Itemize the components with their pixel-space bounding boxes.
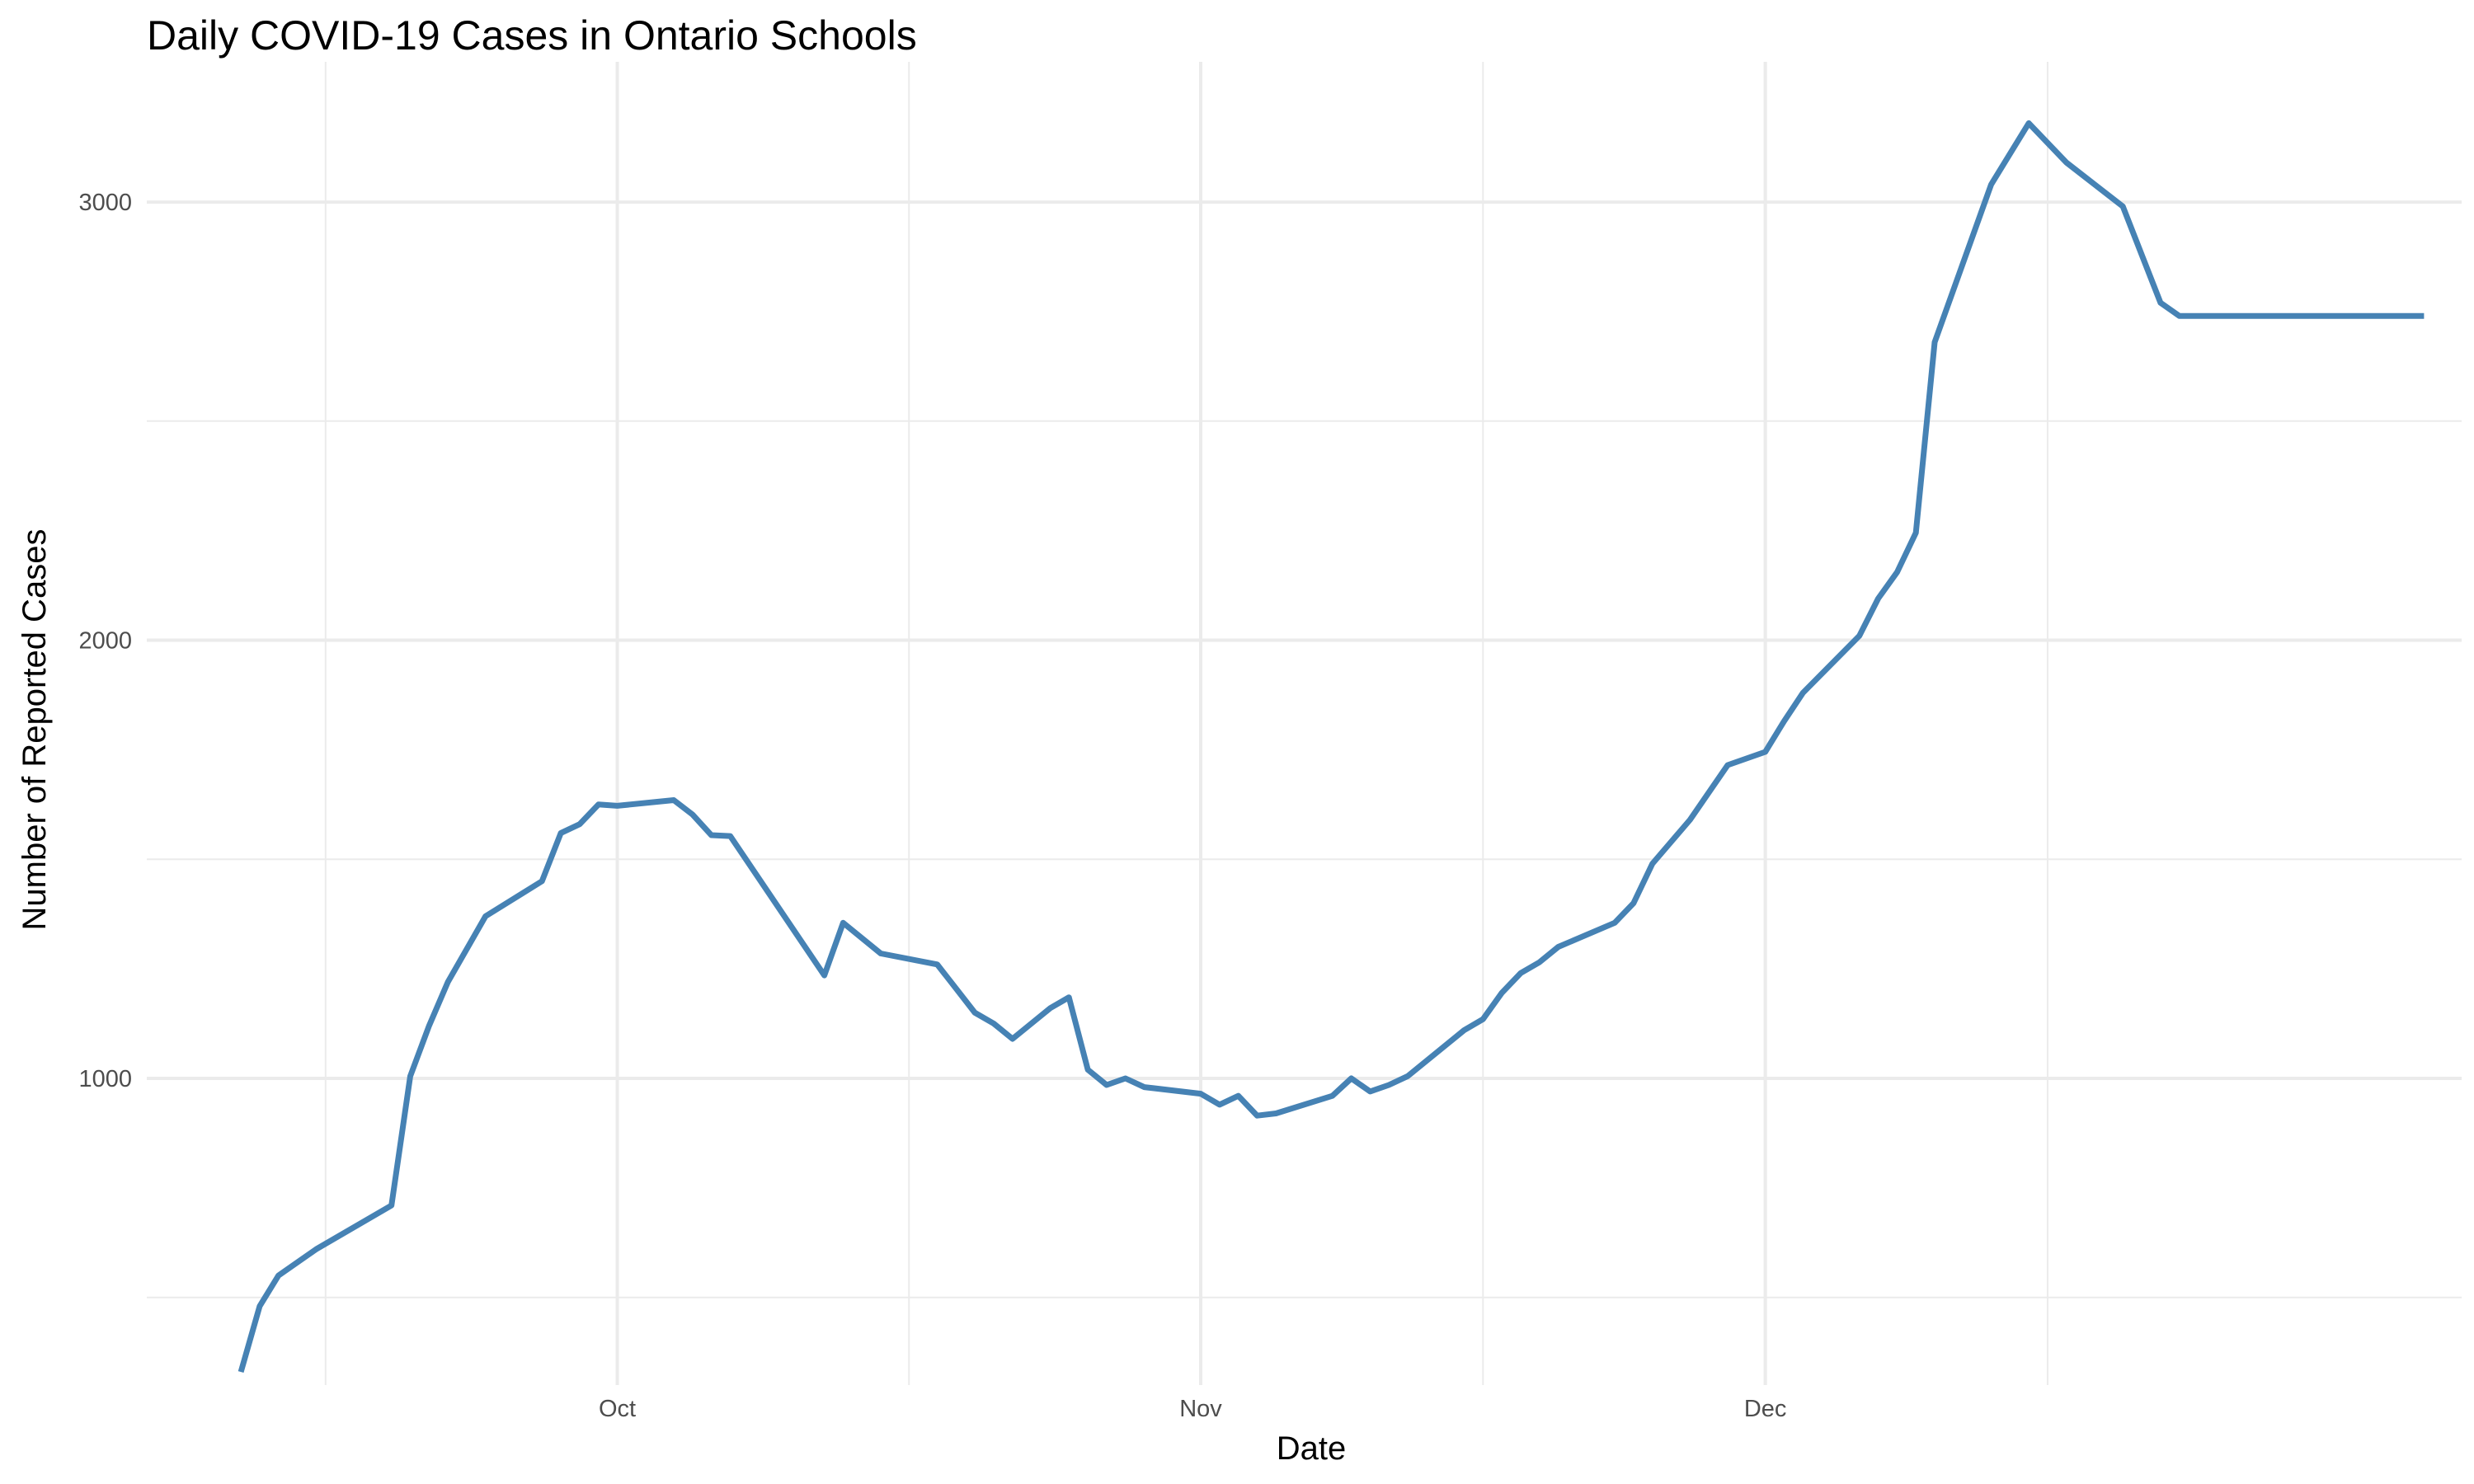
x-tick-label: Nov — [1179, 1396, 1222, 1422]
y-tick-label: 2000 — [78, 628, 132, 655]
major-gridlines — [147, 62, 2462, 1385]
minor-gridlines — [147, 62, 2462, 1385]
x-tick-label: Dec — [1744, 1396, 1787, 1422]
x-axis-title: Date — [1277, 1430, 1347, 1467]
y-tick-labels: 1000 2000 3000 — [78, 190, 132, 1092]
x-tick-label: Oct — [599, 1396, 636, 1422]
y-tick-label: 1000 — [78, 1066, 132, 1092]
chart-title: Daily COVID-19 Cases in Ontario Schools — [147, 12, 917, 59]
x-tick-labels: Oct Nov Dec — [599, 1396, 1786, 1422]
y-tick-label: 3000 — [78, 190, 132, 216]
series-layer — [238, 120, 2425, 1374]
series-line — [238, 120, 2425, 1374]
y-axis-title: Number of Reported Cases — [16, 529, 53, 931]
